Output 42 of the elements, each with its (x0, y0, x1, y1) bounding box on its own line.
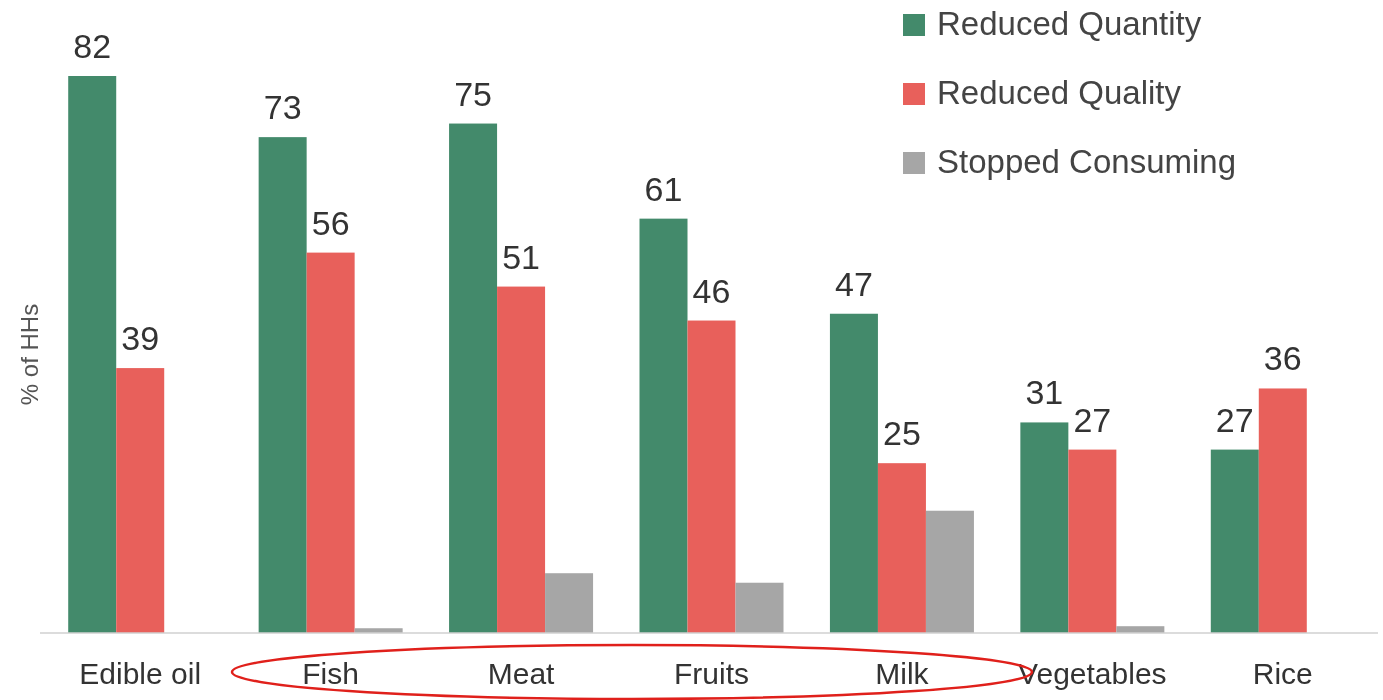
data-label: 31 (1025, 373, 1064, 412)
bar (735, 582, 784, 633)
bar (449, 123, 498, 633)
x-tick-label: Rice (1252, 657, 1313, 690)
bar (116, 368, 165, 633)
bar (306, 252, 355, 633)
data-label: 73 (263, 88, 302, 127)
bar (925, 510, 974, 633)
data-label: 25 (883, 414, 921, 453)
x-tick-label: Meat (487, 657, 556, 690)
data-label: 27 (1073, 400, 1112, 439)
x-tick-label: Fruits (674, 657, 749, 690)
y-axis-title: % of HHs (16, 303, 43, 406)
bar (687, 320, 736, 633)
bar (639, 218, 688, 633)
data-label: 27 (1215, 400, 1254, 439)
bar (1068, 449, 1117, 633)
x-tick-label: Milk (875, 657, 930, 690)
bar (545, 573, 594, 633)
data-label: 47 (835, 264, 873, 303)
bar (497, 286, 546, 633)
x-tick-label: Edible oil (79, 657, 202, 690)
bar (829, 313, 878, 633)
legend-label: Stopped Consuming (937, 143, 1237, 180)
bar (1258, 388, 1307, 633)
x-tick-label: Fish (302, 657, 359, 690)
bar (68, 76, 117, 633)
legend-label: Reduced Quality (937, 74, 1182, 111)
data-label: 56 (311, 203, 350, 242)
data-label: 39 (121, 319, 160, 358)
data-label: 75 (454, 74, 492, 113)
data-label: 61 (644, 169, 683, 208)
bar (258, 137, 307, 633)
data-label: 46 (692, 271, 731, 310)
bar (1210, 449, 1259, 633)
data-label: 82 (73, 27, 112, 65)
x-tick-label: Vegetables (1018, 657, 1167, 690)
bar (877, 463, 926, 633)
legend-label: Reduced Quantity (937, 5, 1202, 42)
data-label: 51 (502, 237, 540, 276)
data-label: 36 (1263, 339, 1302, 378)
bar (1020, 422, 1069, 633)
